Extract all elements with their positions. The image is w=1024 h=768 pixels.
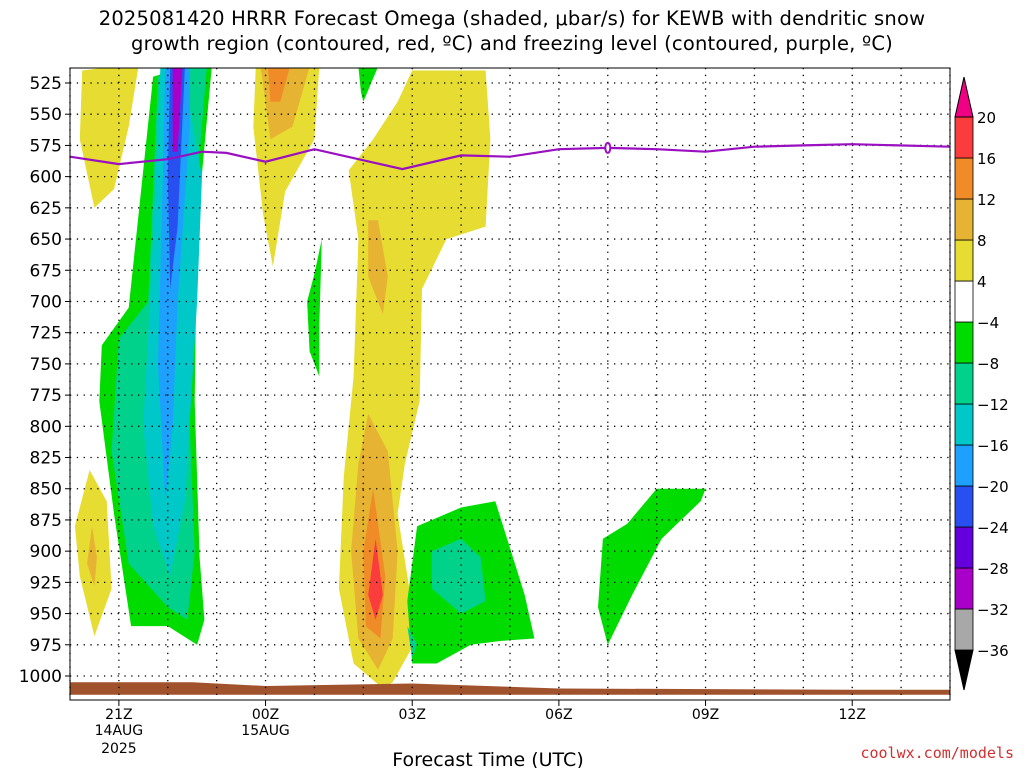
colorbar-seg-5 [954,403,974,446]
omega-region-7 [368,220,388,314]
ytick-label-775: 775 [30,386,62,406]
chart-title-line2: growth region (contoured, red, ºC) and f… [131,32,893,55]
colorbar-min-arrow [954,649,974,691]
xtick-label-09Z: 09Z [692,707,719,723]
colorbar-label-4: 4 [977,273,987,291]
xtick-label-21Z: 21Z [105,707,132,723]
xtick-label-12Z: 12Z [839,707,866,723]
colorbar-seg-3 [954,485,974,528]
ytick-label-675: 675 [30,261,62,281]
omega-region-20 [431,538,486,614]
chart-title-line1: 2025081420 HRRR Forecast Omega (shaded, … [98,7,926,30]
plot-area [70,68,950,695]
colorbar-seg-9 [954,239,974,282]
omega-region-15 [167,68,185,289]
colorbar-seg-8 [954,280,974,323]
ytick-label-550: 550 [30,105,62,125]
chart-title: 2025081420 HRRR Forecast Omega (shaded, … [0,6,1024,56]
ytick-label-700: 700 [30,292,62,312]
colorbar-label--8: −8 [977,355,999,373]
colorbar-label-8: 8 [977,232,987,250]
ytick-label-900: 900 [30,542,62,562]
colorbar-seg-12 [954,116,974,159]
omega-region-0 [79,68,139,208]
x-axis-label: Forecast Time (UTC) [392,749,583,768]
xtick-date-00Z: 15AUG [241,723,290,739]
colorbar-label--36: −36 [977,642,1009,660]
colorbar-seg-7 [954,321,974,364]
ytick-label-975: 975 [30,636,62,656]
colorbar-label--20: −20 [977,478,1009,496]
ytick-label-650: 650 [30,230,62,250]
colorbar-seg-1 [954,567,974,610]
colorbar-label--32: −32 [977,601,1009,619]
colorbar-seg-10 [954,198,974,241]
xtick-date-21Z: 14AUG [95,723,144,739]
credit-text: coolwx.com/models [860,744,1014,762]
ytick-label-525: 525 [30,74,62,94]
ytick-label-725: 725 [30,324,62,344]
ytick-label-925: 925 [30,573,62,593]
ground-terrain [70,682,950,695]
ytick-label-950: 950 [30,605,62,625]
axes: 525 550 575 600 625 650 675 700 725 750 775 800 825 8… [19,67,951,768]
colorbar-label-20: 20 [977,109,996,127]
omega-region-22 [598,488,706,645]
freezing-level-layer [69,141,951,171]
colorbar-label--16: −16 [977,437,1009,455]
ytick-label-575: 575 [30,136,62,156]
xtick-label-00Z: 00Z [252,707,279,723]
colorbar-label-12: 12 [977,191,996,209]
omega-shading [70,68,950,695]
xtick-year-21Z: 2025 [101,741,137,757]
ytick-label-625: 625 [30,199,62,219]
ytick-label-875: 875 [30,511,62,531]
freezing-level-label [604,141,612,154]
omega-region-18 [358,68,378,102]
colorbar-seg-0 [954,608,974,651]
xtick-label-06Z: 06Z [545,707,572,723]
colorbar-label--24: −24 [977,519,1009,537]
omega-region-10 [368,538,383,620]
ytick-label-1000: 1000 [19,667,62,687]
colorbar-label--28: −28 [977,560,1009,578]
omega-region-2 [87,526,97,587]
omega-region-21 [407,626,418,658]
omega-region-17 [307,239,322,377]
colorbar-label--12: −12 [977,396,1009,414]
colorbar-label-16: 16 [977,150,996,168]
colorbar-seg-6 [954,362,974,405]
ytick-label-850: 850 [30,480,62,500]
colorbar-max-arrow [954,76,974,118]
omega-region-16 [172,68,183,152]
freezing-level-line [69,143,951,171]
colorbar-seg-4 [954,444,974,487]
colorbar-seg-11 [954,157,974,200]
plot-frame [69,67,951,701]
xtick-label-03Z: 03Z [399,707,426,723]
colorbar-seg-2 [954,526,974,569]
omega-region-5 [268,68,290,102]
ytick-label-800: 800 [30,417,62,437]
ytick-label-825: 825 [30,449,62,469]
ytick-label-750: 750 [30,355,62,375]
ytick-label-600: 600 [30,168,62,188]
colorbar-label--4: −4 [977,314,999,332]
colorbar: −36 −32 −28 −24 −20 −16 −12 −8 −4 4 8 12 16 20 [954,76,1009,691]
